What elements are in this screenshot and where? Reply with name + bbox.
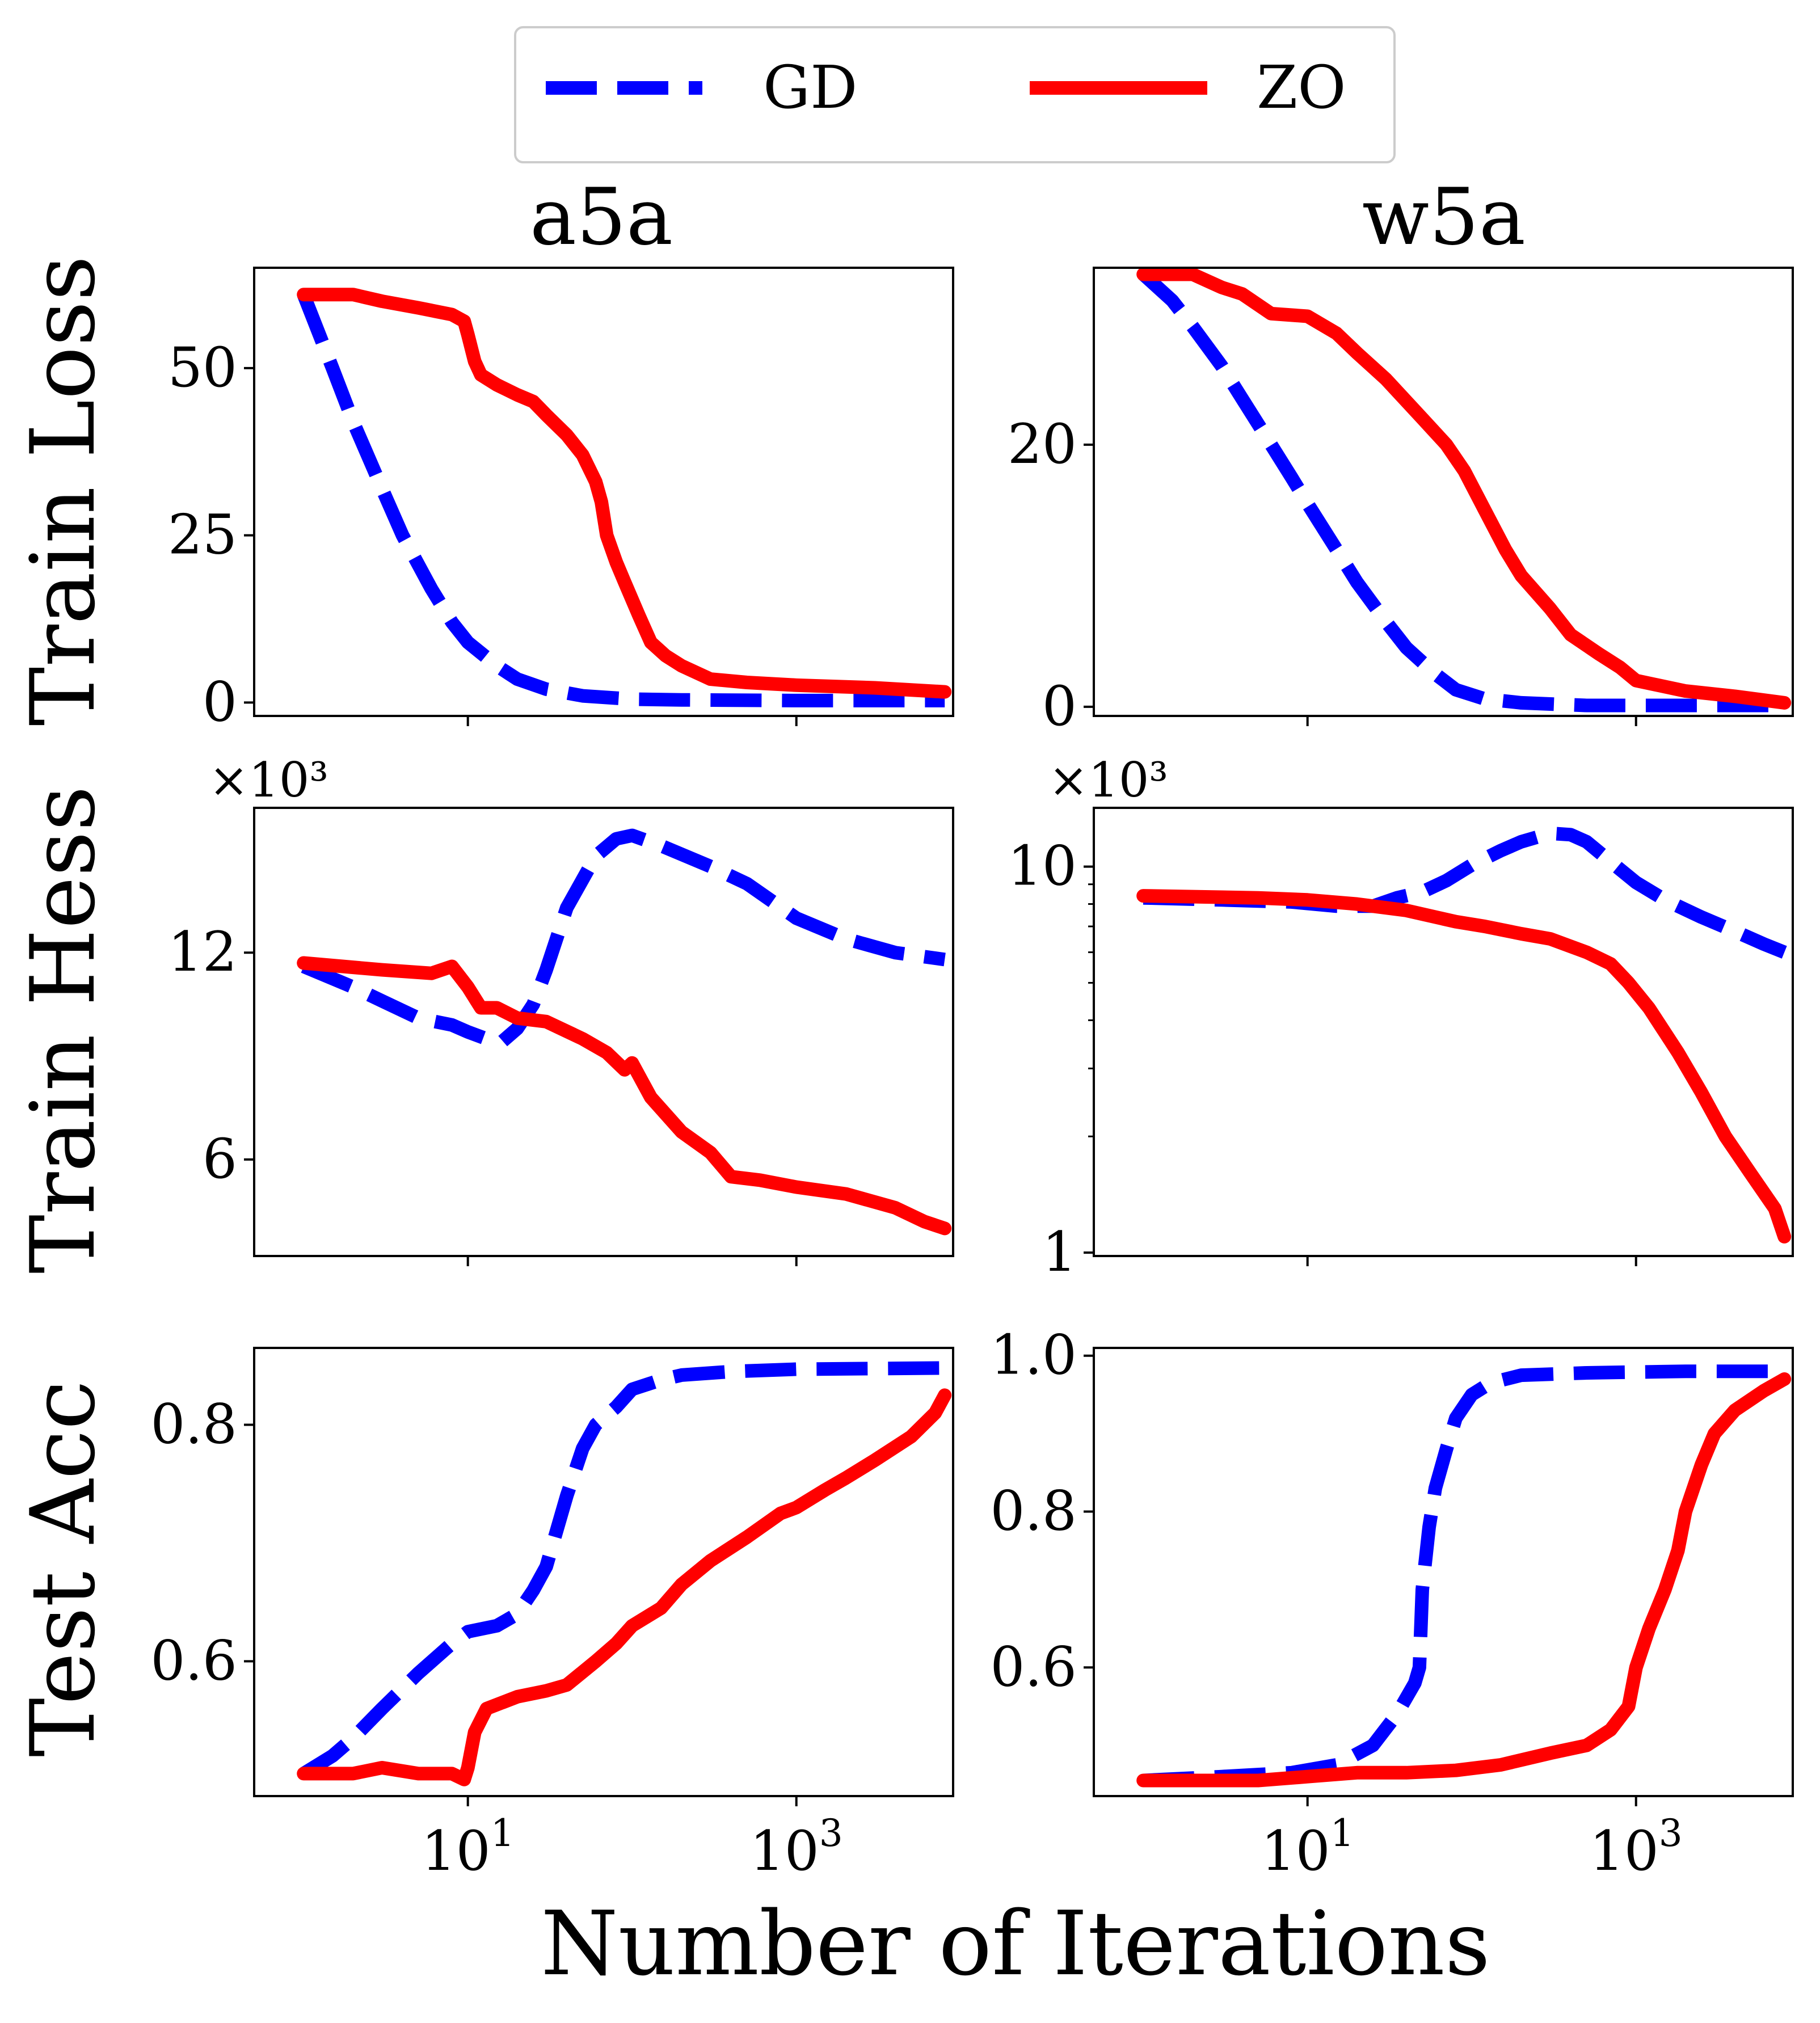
series-gd-line [1143, 1364, 1785, 1788]
series-zo-line [297, 1388, 952, 1786]
series-gd-line [1139, 269, 1785, 713]
x-tick-label: 101 [1261, 1811, 1354, 1883]
y-multiplier: ×10³ [1048, 752, 1168, 808]
x-tick-label: 101 [422, 1811, 515, 1883]
axes-frame [1093, 1347, 1794, 1797]
column-title-a5a: a5a [530, 171, 673, 263]
y-tick-label: 0.8 [990, 1480, 1077, 1543]
y-tick-label: 1 [1042, 1220, 1077, 1284]
panel-a5a-acc: 0.6 0.8 101 103 [150, 1347, 954, 1883]
series-gd-line [1143, 826, 1787, 959]
y-tick-label: 20 [1008, 412, 1077, 476]
series-zo-line [1136, 1372, 1792, 1788]
y-tick-label: 0.6 [990, 1635, 1077, 1699]
panel-w5a-hess: 1 10 ×10³ [1008, 752, 1794, 1284]
legend: GD ZO [514, 26, 1396, 163]
axes-frame [253, 1347, 954, 1797]
x-axis-label: Number of Iterations [541, 1892, 1490, 1995]
y-tick-label: 6 [203, 1127, 237, 1191]
y-tick-label: 1.0 [990, 1324, 1077, 1387]
x-tick-label: 103 [1590, 1811, 1683, 1883]
legend-gd-label: GD [763, 53, 857, 122]
panel-w5a-loss: 0 20 [1008, 267, 1794, 738]
x-tick-label: 103 [750, 1811, 843, 1883]
series-gd-line [300, 1361, 945, 1780]
y-tick-label: 10 [1008, 835, 1077, 898]
row-label-train-hess: Train Hess [11, 786, 115, 1274]
series-zo-line [1136, 268, 1792, 710]
axes-frame [1093, 267, 1794, 717]
panel-w5a-acc: 0.6 0.8 1.0 101 103 [990, 1324, 1794, 1883]
axes-frame [253, 807, 954, 1257]
row-label-train-loss: Train Loss [11, 255, 115, 726]
panel-a5a-loss: 0 25 50 [168, 267, 954, 734]
y-tick-label: 12 [168, 920, 237, 984]
column-title-w5a: w5a [1362, 171, 1526, 263]
legend-zo-label: ZO [1257, 53, 1346, 122]
series-gd-line [301, 828, 946, 1050]
y-multiplier: ×10³ [209, 752, 328, 808]
panel-a5a-hess: 6 12 ×10³ [168, 752, 954, 1266]
row-label-test-acc: Test Acc [11, 1380, 115, 1757]
y-tick-label: 25 [168, 503, 237, 567]
axes-frame [253, 267, 954, 717]
y-tick-label: 0 [1042, 675, 1077, 738]
y-tick-label: 50 [168, 336, 237, 399]
y-tick-label: 0 [203, 670, 237, 734]
series-zo-line [297, 288, 952, 699]
series-zo-line [297, 956, 952, 1236]
axes-frame [1093, 807, 1794, 1257]
legend-frame [514, 26, 1396, 163]
series-gd-line [297, 292, 945, 707]
series-zo-line [1136, 889, 1792, 1244]
y-tick-label: 0.6 [150, 1629, 237, 1692]
y-tick-label: 0.8 [150, 1392, 237, 1456]
